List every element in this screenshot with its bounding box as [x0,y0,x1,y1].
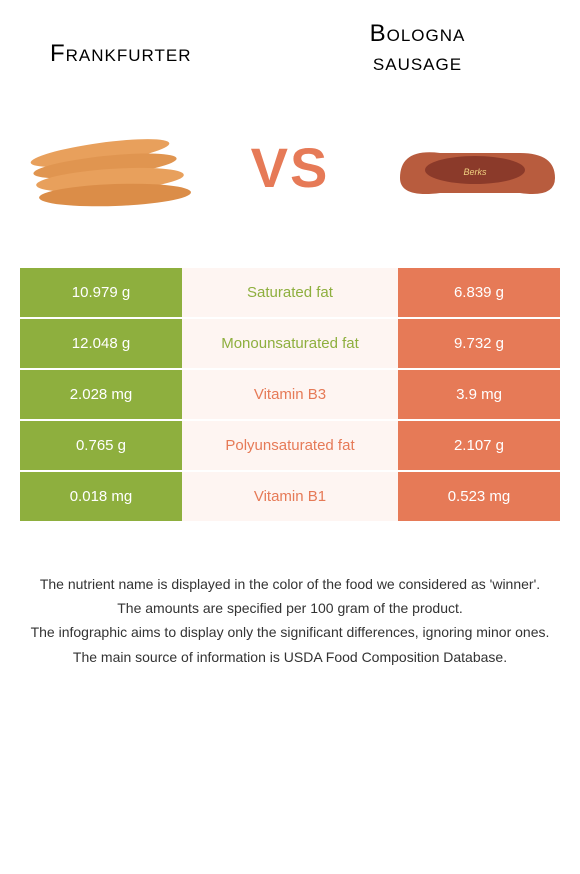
frankfurter-image [20,108,200,228]
footer-line2: The amounts are specified per 100 gram o… [30,597,550,619]
left-food-title: Frankfurter [40,20,295,78]
right-value: 2.107 g [398,420,560,471]
svg-text:Berks: Berks [463,167,487,177]
nutrient-name: Saturated fat [182,268,398,318]
footer-line3: The infographic aims to display only the… [30,621,550,643]
right-value: 0.523 mg [398,471,560,522]
table-row: 0.018 mgVitamin B10.523 mg [20,471,560,522]
footer-text: The nutrient name is displayed in the co… [0,523,580,691]
right-title-line2: sausage [373,49,462,76]
bologna-icon: Berks [380,128,560,208]
table-row: 10.979 gSaturated fat6.839 g [20,268,560,318]
right-value: 3.9 mg [398,369,560,420]
nutrient-name: Polyunsaturated fat [182,420,398,471]
table-row: 12.048 gMonounsaturated fat9.732 g [20,318,560,369]
comparison-table-container: 10.979 gSaturated fat6.839 g12.048 gMono… [0,268,580,523]
left-value: 0.765 g [20,420,182,471]
bologna-image: Berks [380,108,560,228]
right-value: 9.732 g [398,318,560,369]
table-row: 2.028 mgVitamin B33.9 mg [20,369,560,420]
frankfurter-icon [25,118,195,218]
left-value: 12.048 g [20,318,182,369]
footer-line4: The main source of information is USDA F… [30,646,550,668]
footer-line1: The nutrient name is displayed in the co… [30,573,550,595]
comparison-table: 10.979 gSaturated fat6.839 g12.048 gMono… [20,268,560,523]
left-value: 2.028 mg [20,369,182,420]
left-value: 0.018 mg [20,471,182,522]
right-title-line1: Bologna [370,20,466,47]
left-value: 10.979 g [20,268,182,318]
vs-label: VS [251,135,330,200]
images-row: VS Berks [0,88,580,268]
right-food-title: Bologna sausage [295,20,540,78]
table-row: 0.765 gPolyunsaturated fat2.107 g [20,420,560,471]
header: Frankfurter Bologna sausage [0,0,580,88]
nutrient-name: Monounsaturated fat [182,318,398,369]
right-value: 6.839 g [398,268,560,318]
nutrient-name: Vitamin B1 [182,471,398,522]
nutrient-name: Vitamin B3 [182,369,398,420]
